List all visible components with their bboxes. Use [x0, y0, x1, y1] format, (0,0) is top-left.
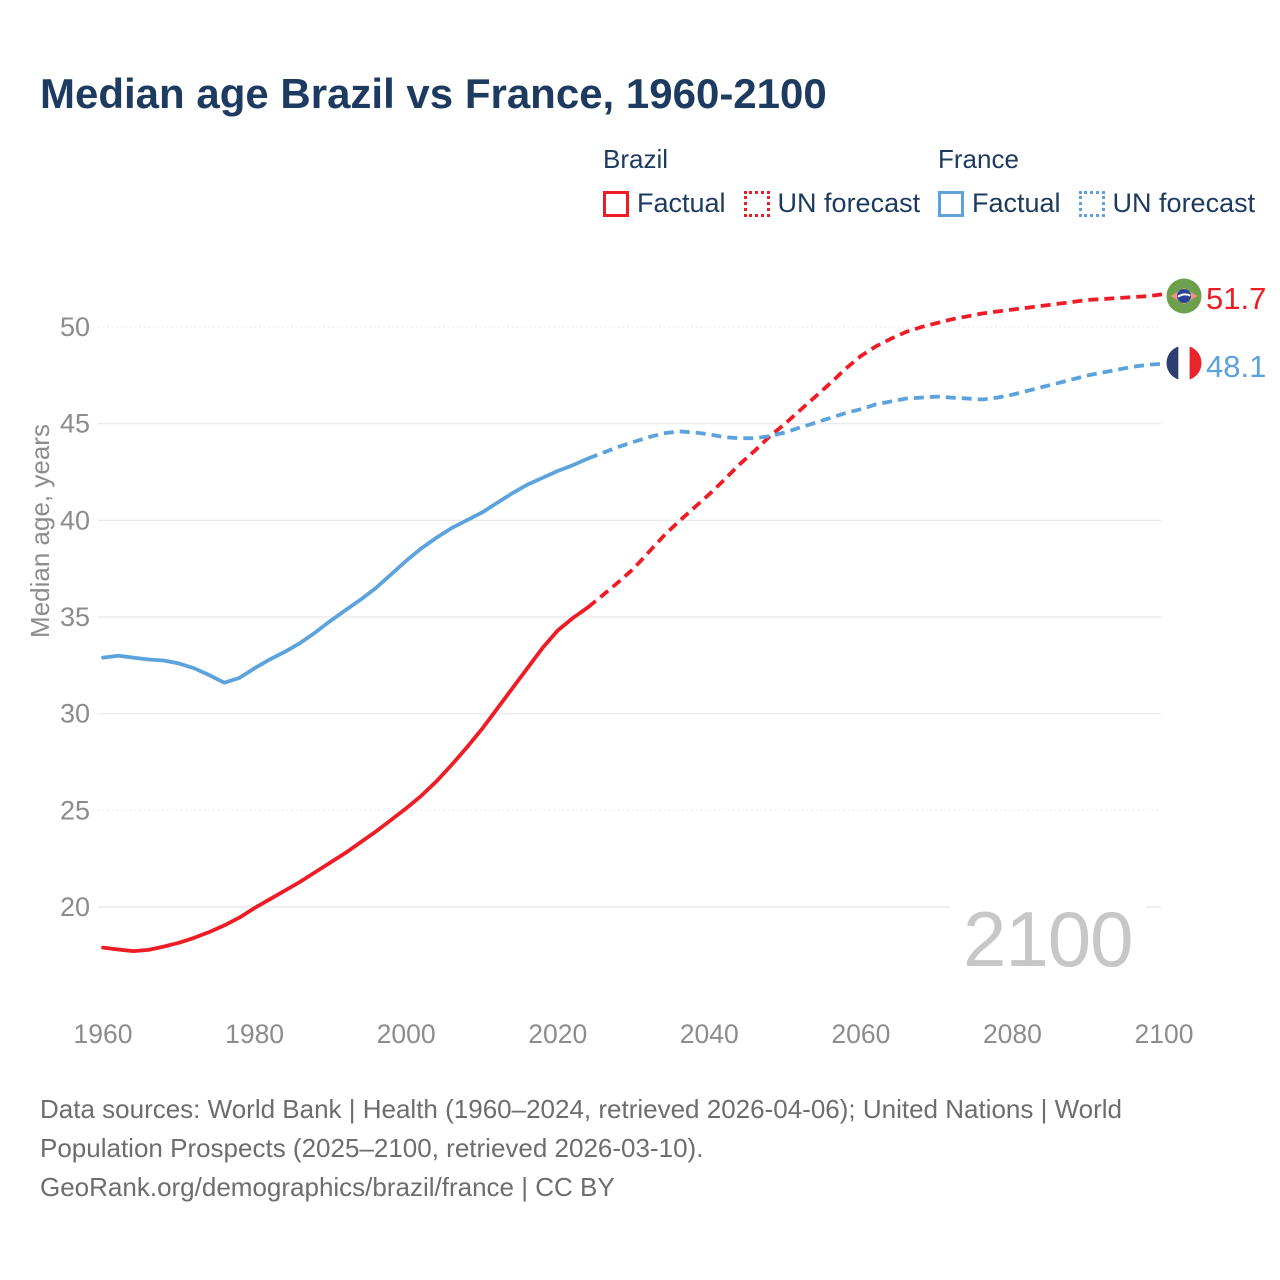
footer-source-note: Data sources: World Bank | Health (1960–…: [40, 1090, 1220, 1207]
y-axis-title: Median age, years: [25, 424, 55, 638]
legend-group-brazil: Brazil Factual UN forecast: [603, 144, 920, 219]
watermark-year: 2100: [963, 895, 1133, 983]
series-line-brazil-un-forecast: [586, 292, 1165, 609]
y-tick-label: 20: [60, 892, 90, 922]
watermark-backing: [950, 898, 1146, 974]
series-line-france-factual: [101, 456, 590, 685]
footer-line-2: Population Prospects (2025–2100, retriev…: [40, 1133, 704, 1163]
series-line-france-un-forecast: [587, 361, 1165, 461]
france-flag-icon: [1166, 345, 1202, 381]
x-tick-label: 2040: [680, 1019, 739, 1049]
brazil-flag-icon: [1166, 278, 1202, 314]
x-tick-label: 2000: [377, 1019, 436, 1049]
legend-row-brazil: Factual UN forecast: [603, 188, 920, 219]
series-line-brazil-factual: [101, 605, 590, 953]
y-tick-label: 50: [60, 312, 90, 342]
footer-line-3: GeoRank.org/demographics/brazil/france |…: [40, 1172, 615, 1202]
france-factual-label: Factual: [972, 188, 1061, 218]
france-end-value: 48.1: [1206, 349, 1267, 384]
brazil-forecast-swatch-icon: [743, 190, 770, 217]
legend-row-france: Factual UN forecast: [938, 188, 1255, 219]
legend-group-france: France Factual UN forecast: [938, 144, 1255, 219]
brazil-end-value: 51.7: [1206, 281, 1267, 316]
brazil-forecast-label: UN forecast: [777, 188, 921, 218]
x-tick-label: 2020: [528, 1019, 587, 1049]
y-tick-label: 25: [60, 795, 90, 825]
legend-group-brazil-title: Brazil: [603, 144, 669, 174]
y-tick-label: 45: [60, 409, 90, 439]
y-tick-label: 35: [60, 602, 90, 632]
brazil-factual-label: Factual: [637, 188, 726, 218]
france-forecast-swatch-icon: [1078, 190, 1105, 217]
x-tick-label: 2060: [831, 1019, 890, 1049]
y-tick-label: 30: [60, 699, 90, 729]
page-title: Median age Brazil vs France, 1960-2100: [40, 70, 827, 117]
x-tick-label: 2080: [983, 1019, 1042, 1049]
footer-line-1: Data sources: World Bank | Health (1960–…: [40, 1094, 1123, 1124]
x-tick-label: 1960: [74, 1019, 133, 1049]
x-tick-label: 1980: [225, 1019, 284, 1049]
y-tick-label: 40: [60, 505, 90, 535]
legend-group-france-title: France: [938, 144, 1019, 174]
brazil-factual-swatch-icon: [603, 190, 629, 217]
france-factual-swatch-icon: [938, 190, 964, 217]
x-tick-label: 2100: [1135, 1019, 1194, 1049]
france-forecast-label: UN forecast: [1112, 188, 1256, 218]
